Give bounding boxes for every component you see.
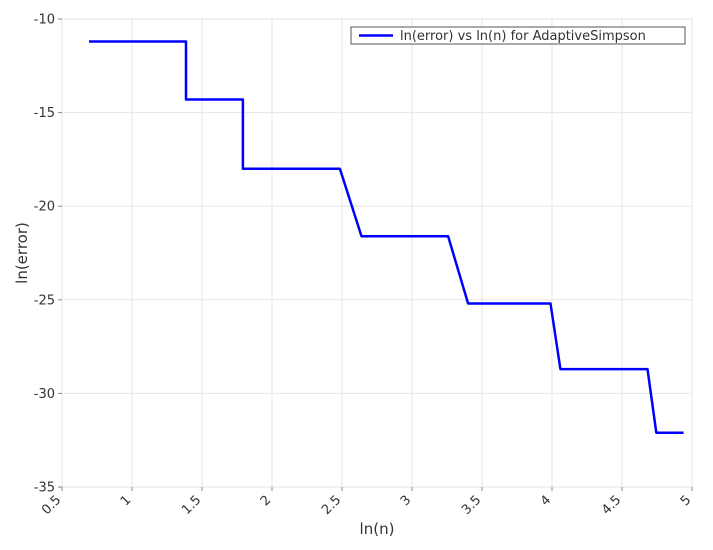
x-tick-label: 5: [678, 493, 694, 509]
y-tick-label: -25: [34, 293, 55, 308]
plot-background: [61, 18, 693, 488]
x-tick-label: 2.5: [319, 493, 344, 518]
x-axis-label: ln(n): [360, 520, 395, 538]
legend-box: [350, 26, 686, 45]
y-tick-label: -30: [34, 387, 55, 402]
legend-label: ln(error) vs ln(n) for AdaptiveSimpson: [400, 29, 646, 44]
x-tick-label: 0.5: [39, 493, 64, 518]
x-tick-label: 3: [398, 493, 414, 509]
x-tick-label: 1.5: [179, 493, 204, 518]
x-tick-label: 4: [538, 493, 554, 509]
y-tick-label: -10: [34, 13, 55, 28]
x-tick-label: 3.5: [459, 493, 484, 518]
x-tick-label: 4.5: [599, 493, 624, 518]
series-line: [89, 40, 684, 434]
series-layer: [89, 40, 684, 434]
grid: [61, 18, 693, 488]
x-tick-label: 2: [258, 493, 274, 509]
y-axis-label: ln(error): [13, 222, 31, 284]
y-tick-label: -35: [34, 481, 55, 496]
y-tick-label: -15: [34, 106, 55, 121]
x-tick-label: 1: [118, 493, 134, 509]
y-tick-label: -20: [34, 200, 55, 215]
legend: ln(error) vs ln(n) for AdaptiveSimpson: [350, 26, 686, 45]
